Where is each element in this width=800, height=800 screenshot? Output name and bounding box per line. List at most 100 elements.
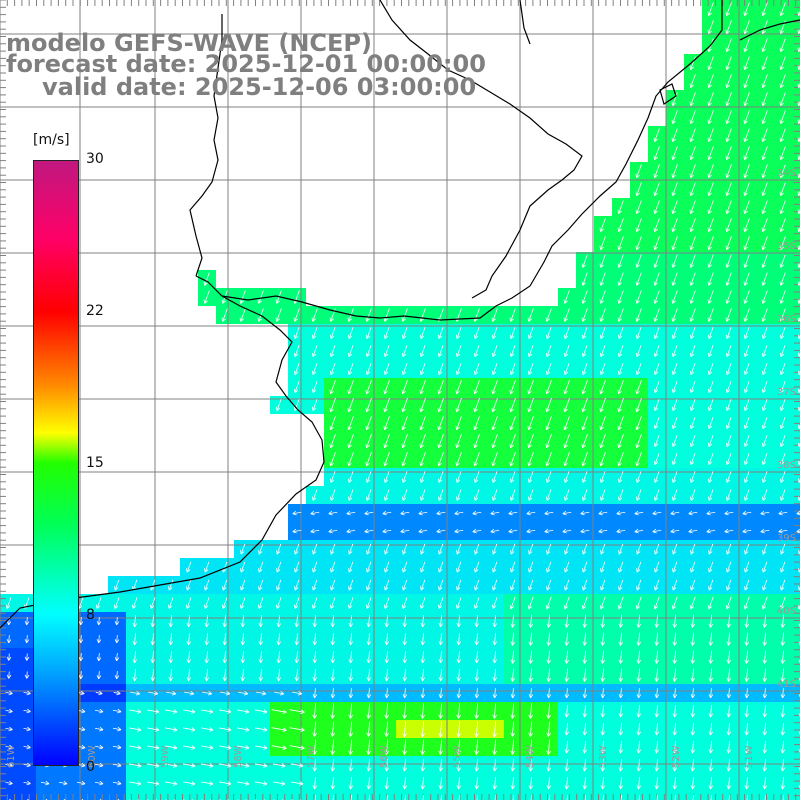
wind-cell <box>792 36 800 54</box>
wind-vector <box>544 528 554 534</box>
wind-vector <box>311 327 318 340</box>
wind-vector <box>617 272 624 286</box>
wind-vector <box>455 452 462 467</box>
wind-vector <box>671 308 678 322</box>
wind-vector <box>671 596 678 610</box>
wind-vector <box>761 164 768 178</box>
wind-vector <box>383 597 390 609</box>
wind-vector <box>707 56 714 70</box>
wind-vector <box>761 182 768 196</box>
wind-cell <box>360 792 378 800</box>
wind-vector <box>509 345 516 358</box>
wind-vector <box>743 435 750 448</box>
wind-vector <box>365 471 372 483</box>
wind-vector <box>652 510 662 516</box>
wind-vector <box>689 381 696 394</box>
colorbar-tick-8: 8 <box>86 607 95 623</box>
wind-vector <box>779 254 786 268</box>
wind-vector <box>328 510 338 516</box>
wind-cell <box>792 18 800 36</box>
wind-vector <box>384 615 390 628</box>
wind-cell <box>792 54 800 72</box>
wind-cell <box>486 792 504 800</box>
wind-vector <box>599 363 606 376</box>
wind-vector <box>114 635 120 644</box>
valid-date: valid date: 2025-12-06 03:00:00 <box>42 73 477 101</box>
wind-vector <box>617 254 624 268</box>
wind-vector <box>743 2 750 16</box>
wind-vector <box>401 471 408 483</box>
wind-vector <box>599 471 606 483</box>
wind-vector <box>743 74 750 88</box>
wind-vector <box>779 417 786 430</box>
wind-vector <box>78 617 84 626</box>
wind-vector <box>239 597 246 609</box>
wind-vector <box>636 543 642 555</box>
wind-vector <box>24 617 30 626</box>
wind-vector <box>689 290 696 304</box>
wind-vector <box>545 327 552 340</box>
wind-vector <box>311 308 318 322</box>
wind-vector <box>761 92 768 106</box>
wind-cell <box>198 792 216 800</box>
wind-vector <box>185 597 192 609</box>
wind-vector <box>653 596 660 610</box>
wind-vector <box>437 489 444 501</box>
wind-vector <box>275 597 282 609</box>
wind-vector <box>689 128 696 142</box>
wind-vector <box>671 290 678 304</box>
wind-vector <box>653 399 660 412</box>
wind-vector <box>581 489 588 501</box>
wind-vector <box>203 272 210 286</box>
wind-vector <box>419 489 426 501</box>
wind-vector <box>564 579 570 591</box>
wind-vector <box>707 200 714 214</box>
wind-vector <box>671 128 678 142</box>
wind-vector <box>725 272 732 286</box>
wind-cell <box>792 774 800 792</box>
wind-vector <box>402 615 408 628</box>
wind-vector <box>670 510 680 516</box>
wind-vector <box>689 236 696 250</box>
wind-vector <box>436 528 446 534</box>
wind-vector <box>797 208 800 214</box>
wind-vector <box>707 128 714 142</box>
wind-vector <box>149 597 156 609</box>
wind-cell <box>504 792 522 800</box>
wind-vector <box>239 308 246 322</box>
wind-vector <box>707 20 714 34</box>
wind-vector <box>257 597 264 609</box>
wind-vector <box>653 146 660 160</box>
wind-vector <box>707 435 714 448</box>
wind-vector <box>671 417 678 430</box>
colorbar-unit: [m/s] <box>33 132 70 148</box>
wind-vector <box>708 614 713 628</box>
wind-vector <box>761 200 768 214</box>
wind-cell <box>36 792 54 800</box>
wind-vector <box>707 218 714 232</box>
wind-vector <box>276 615 282 628</box>
wind-vector <box>689 146 696 160</box>
wind-vector <box>636 561 642 573</box>
wind-vector <box>671 164 678 178</box>
wind-vector <box>240 579 246 591</box>
wind-vector <box>616 528 626 534</box>
wind-vector <box>382 528 392 534</box>
wind-vector <box>401 398 408 413</box>
longitude-label: 54W <box>525 745 536 768</box>
wind-vector <box>347 471 354 483</box>
wind-vector <box>545 398 552 413</box>
wind-vector <box>599 434 606 449</box>
wind-vector <box>636 614 641 628</box>
longitude-label: 57W <box>306 745 317 768</box>
wind-vector <box>779 164 786 178</box>
wind-vector <box>653 308 660 322</box>
wind-vector <box>725 489 732 501</box>
wind-vector <box>725 327 732 340</box>
wind-vector <box>653 471 660 483</box>
wind-vector <box>490 528 500 534</box>
wind-vector <box>527 380 534 395</box>
wind-vector <box>635 416 642 431</box>
wind-vector <box>456 615 462 628</box>
wind-vector <box>780 579 786 591</box>
